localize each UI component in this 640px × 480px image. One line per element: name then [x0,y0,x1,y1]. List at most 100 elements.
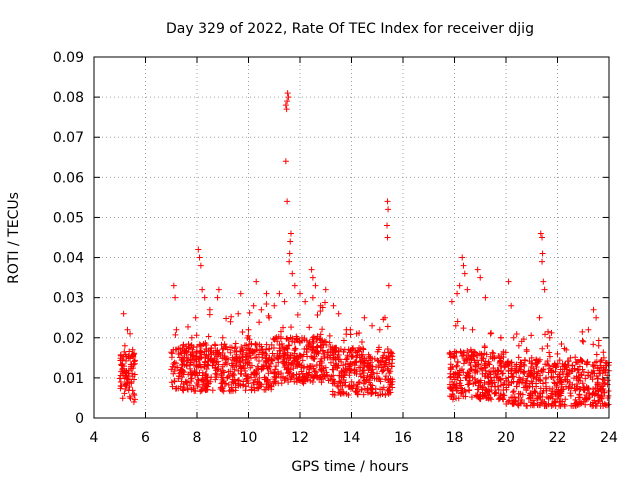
data-point [128,361,135,368]
data-point [488,329,495,336]
data-point [302,378,309,385]
data-point [309,379,316,386]
data-point [520,336,527,343]
data-point [177,349,184,356]
data-point [578,372,585,379]
data-point [176,373,183,380]
data-point [529,397,536,404]
data-point [365,351,372,358]
data-point [564,373,571,380]
data-point [358,354,365,361]
data-point [209,387,216,394]
data-point [205,355,212,362]
data-point [492,383,499,390]
data-point [339,389,346,396]
data-point [361,363,368,370]
data-point [365,377,372,384]
data-point [292,362,299,369]
data-point [347,347,354,354]
data-point [329,347,336,354]
data-point [225,368,232,375]
data-point [454,318,461,325]
data-point [287,230,294,237]
data-point [321,354,328,361]
data-point [230,357,237,364]
data-point [540,380,547,387]
data-point [596,397,603,404]
data-point [218,341,225,348]
data-point [575,358,582,365]
data-point [125,367,132,374]
data-point [586,389,593,396]
data-point [341,379,348,386]
data-point [450,353,457,360]
data-point [117,352,124,359]
data-point [546,334,553,341]
data-point [469,326,476,333]
data-point [262,357,269,364]
data-point [482,358,489,365]
data-point [308,266,315,273]
data-point [453,387,460,394]
data-point [284,345,291,352]
data-point [128,378,135,385]
data-point [477,382,484,389]
data-point [340,337,347,344]
data-point [536,356,543,363]
data-point [202,346,209,353]
data-point [540,278,547,285]
data-point [326,339,333,346]
data-point [239,346,246,353]
data-point [285,378,292,385]
data-point [528,378,535,385]
data-point [129,370,136,377]
data-point [579,328,586,335]
data-point [546,353,553,360]
data-point [247,355,254,362]
data-point [600,354,607,361]
data-point [518,359,525,366]
data-point [572,387,579,394]
data-point [384,222,391,229]
data-point [449,396,456,403]
data-point [383,373,390,380]
data-point [597,358,604,365]
data-point [558,383,565,390]
data-point [387,349,394,356]
data-point [253,341,260,348]
data-point [244,359,251,366]
data-point [235,381,242,388]
data-point [497,334,504,341]
data-point [386,370,393,377]
data-point [511,368,518,375]
data-point [240,378,247,385]
data-point [306,324,313,331]
data-point [374,357,381,364]
data-point [360,359,367,366]
data-point [574,367,581,374]
data-point [584,359,591,366]
data-point [209,362,216,369]
data-point [381,314,388,321]
data-points [116,90,612,409]
data-point [225,381,232,388]
data-point [356,371,363,378]
data-point [463,355,470,362]
data-point [474,386,481,393]
data-point [244,345,251,352]
data-point [478,351,485,358]
data-point [513,383,520,390]
data-point [217,385,224,392]
data-point [597,370,604,377]
data-point [457,348,464,355]
data-point [317,308,324,315]
data-point [197,262,204,269]
data-point [192,314,199,321]
data-point [266,354,273,361]
data-point [343,355,350,362]
data-point [490,364,497,371]
data-point [592,359,599,366]
data-point [466,387,473,394]
data-point [559,386,566,393]
